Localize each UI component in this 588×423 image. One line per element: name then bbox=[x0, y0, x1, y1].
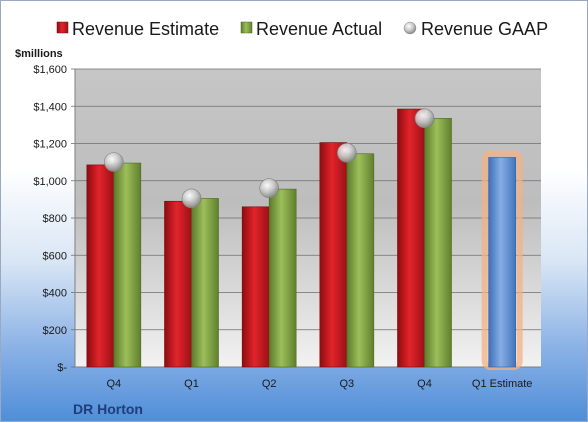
bar-revenue-actual bbox=[268, 188, 297, 368]
bars bbox=[86, 108, 523, 370]
legend: Revenue Estimate Revenue Actual Revenue … bbox=[56, 19, 548, 39]
legend-label-estimate: Revenue Estimate bbox=[72, 19, 219, 39]
y-axis-ticks: $- $200 $400 $600 $800 $1,000 $1,200 $1,400 $1,6… bbox=[33, 64, 76, 374]
bar-revenue-estimate bbox=[164, 200, 192, 368]
y-tick-label: $1,600 bbox=[33, 64, 67, 76]
y-tick-label: $- bbox=[57, 362, 67, 374]
marker-revenue-gaap bbox=[337, 143, 357, 163]
legend-marker-gaap bbox=[403, 21, 417, 35]
legend-swatch-estimate bbox=[56, 21, 69, 34]
bar-revenue-actual bbox=[113, 162, 142, 368]
bar-revenue-estimate-upcoming bbox=[488, 157, 516, 368]
x-axis-ticks: Q4 Q1 Q2 Q3 Q4 Q1 Estimate bbox=[106, 378, 532, 390]
x-tick-label: Q1 bbox=[184, 378, 199, 390]
y-tick-label: $600 bbox=[43, 250, 67, 262]
legend-label-actual: Revenue Actual bbox=[256, 19, 382, 39]
x-tick-label: Q4 bbox=[106, 378, 121, 390]
y-tick-label: $1,200 bbox=[33, 139, 67, 151]
gridlines bbox=[75, 68, 541, 368]
bar-revenue-estimate bbox=[241, 206, 270, 368]
x-tick-label: Q2 bbox=[262, 378, 277, 390]
x-tick-label: Q4 bbox=[417, 378, 432, 390]
gaap-markers bbox=[104, 108, 435, 209]
legend-item-revenue-actual: Revenue Actual bbox=[240, 19, 382, 39]
legend-label-gaap: Revenue GAAP bbox=[421, 19, 548, 39]
company-name: DR Horton bbox=[73, 401, 143, 417]
marker-revenue-gaap bbox=[181, 188, 202, 209]
y-tick-label: $800 bbox=[43, 213, 67, 225]
bar-revenue-estimate bbox=[86, 164, 115, 368]
y-tick-label: $400 bbox=[43, 288, 67, 300]
bar-revenue-actual bbox=[191, 198, 219, 368]
bar-revenue-actual bbox=[346, 153, 375, 368]
y-tick-label: $1,000 bbox=[33, 176, 67, 188]
legend-item-revenue-estimate: Revenue Estimate bbox=[56, 19, 219, 39]
marker-revenue-gaap bbox=[414, 108, 435, 129]
legend-item-revenue-gaap: Revenue GAAP bbox=[403, 19, 548, 39]
legend-swatch-actual bbox=[240, 21, 253, 34]
y-tick-label: $1,400 bbox=[33, 101, 67, 113]
bar-revenue-actual bbox=[424, 118, 452, 368]
bar-revenue-estimate bbox=[319, 142, 348, 368]
marker-revenue-gaap bbox=[259, 178, 279, 198]
y-tick-label: $200 bbox=[43, 325, 67, 337]
x-tick-label: Q1 Estimate bbox=[472, 378, 533, 390]
marker-revenue-gaap bbox=[104, 152, 124, 172]
x-tick-label: Q3 bbox=[339, 378, 354, 390]
bar-revenue-estimate bbox=[397, 108, 425, 368]
y-axis-unit-label: $millions bbox=[15, 48, 63, 60]
